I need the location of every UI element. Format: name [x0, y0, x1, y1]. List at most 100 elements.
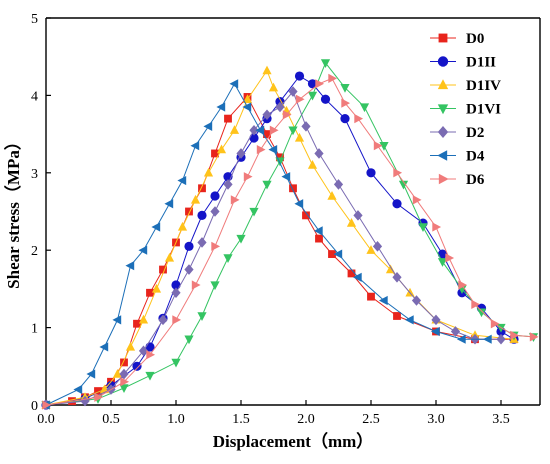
data-point-D0 — [393, 312, 401, 320]
data-point-D1II — [294, 71, 305, 81]
data-point-D6 — [243, 172, 253, 182]
data-point-D4 — [378, 295, 388, 306]
data-point-D1IV — [346, 218, 357, 227]
data-point-D6 — [282, 110, 292, 120]
data-point-D1VI — [437, 258, 448, 267]
data-point-D1VI — [275, 157, 285, 167]
data-point-D6 — [412, 195, 422, 205]
series-D2 — [41, 86, 506, 411]
data-point-D4 — [482, 334, 492, 344]
data-point-D0 — [276, 153, 284, 162]
data-point-D4 — [430, 326, 440, 337]
legend-marker — [438, 33, 448, 43]
x-ticks: 0.0 0.5 1.0 1.5 2.0 2.5 3.0 3.5 — [37, 400, 510, 427]
data-point-D1VI — [184, 335, 194, 345]
data-point-D1IV — [164, 252, 175, 262]
data-point-D6 — [490, 319, 500, 329]
data-point-D1IV — [190, 194, 201, 204]
data-point-D4 — [138, 245, 148, 255]
data-point-D2 — [262, 109, 272, 121]
data-point-D0 — [185, 207, 193, 216]
data-point-D4 — [86, 369, 96, 379]
data-point-D6 — [328, 73, 338, 83]
x-tick-label: 2.5 — [362, 412, 380, 427]
data-point-D1VI — [119, 384, 129, 394]
data-point-D1II — [184, 241, 194, 251]
data-point-D1VI — [236, 234, 246, 244]
data-point-D1IV — [125, 341, 136, 351]
data-point-D2 — [80, 395, 90, 407]
data-point-D4 — [268, 144, 278, 155]
series-D4 — [40, 79, 492, 410]
data-point-D4 — [164, 199, 174, 209]
series-D6 — [42, 73, 539, 410]
data-point-D1II — [340, 114, 350, 124]
y-tick-label: 5 — [31, 12, 38, 27]
data-point-D1II — [171, 280, 181, 290]
data-point-D4 — [177, 175, 187, 186]
data-point-D4 — [456, 334, 466, 344]
data-point-D0 — [133, 319, 141, 328]
data-point-D4 — [99, 342, 109, 352]
data-point-D4 — [404, 315, 414, 325]
data-point-D1IV — [216, 144, 227, 154]
legend-marker — [437, 56, 449, 67]
data-point-D4 — [313, 226, 323, 236]
data-point-D1II — [210, 191, 220, 201]
legend-label: D0 — [466, 31, 484, 47]
legend-item-D1II: D1II — [430, 55, 496, 71]
data-point-D0 — [94, 387, 102, 395]
legend-marker — [438, 173, 449, 185]
data-point-D6 — [471, 299, 481, 309]
data-point-D2 — [288, 86, 298, 97]
legend-marker — [437, 104, 449, 115]
legend-item-D1VI: D1VI — [430, 102, 501, 118]
data-point-D0 — [315, 234, 323, 243]
y-tick-label: 2 — [31, 244, 38, 259]
data-point-D1IV — [327, 190, 337, 200]
data-point-D6 — [120, 377, 130, 387]
data-point-D4 — [255, 125, 265, 135]
data-point-D1VI — [418, 223, 428, 233]
x-tick-label: 3.5 — [492, 412, 510, 427]
data-point-D2 — [119, 368, 129, 380]
data-point-D6 — [230, 195, 240, 205]
data-point-D6 — [211, 241, 221, 251]
y-tick-label: 1 — [31, 322, 38, 337]
data-point-D1II — [249, 133, 259, 143]
data-point-D2 — [138, 345, 149, 357]
data-point-D6 — [295, 94, 305, 104]
data-point-D2 — [197, 237, 207, 248]
data-point-D1IV — [294, 132, 305, 142]
data-point-D1VI — [171, 358, 181, 368]
axes — [45, 17, 541, 406]
legend-item-D2: D2 — [430, 125, 484, 141]
y-tick-label: 3 — [31, 167, 38, 182]
data-point-D1VI — [210, 281, 220, 291]
data-point-D4 — [203, 121, 213, 131]
y-ticks: 0 1 2 3 4 5 — [31, 12, 51, 414]
data-point-D0 — [120, 358, 128, 367]
data-point-D1IV — [112, 368, 123, 378]
legend-label: D4 — [466, 149, 485, 165]
data-point-D1VI — [262, 180, 272, 190]
data-point-D4 — [112, 315, 122, 325]
data-point-D2 — [275, 101, 285, 113]
data-point-D2 — [210, 206, 220, 217]
data-point-D4 — [333, 249, 343, 259]
data-point-D4 — [151, 222, 161, 232]
data-point-D4 — [281, 172, 291, 182]
data-point-D4 — [294, 199, 304, 209]
legend-label: D2 — [466, 125, 484, 141]
data-point-D2 — [353, 210, 363, 221]
data-point-D6 — [146, 350, 156, 360]
legend-label: D6 — [466, 172, 485, 188]
data-point-D4 — [352, 272, 362, 282]
x-tick-label: 0.0 — [37, 412, 55, 427]
data-point-D0 — [328, 250, 336, 258]
data-point-D0 — [302, 211, 310, 220]
data-point-D1VI — [223, 254, 233, 263]
data-point-D1VI — [398, 180, 409, 190]
data-point-D1VI — [145, 371, 155, 381]
data-point-D2 — [158, 314, 168, 326]
